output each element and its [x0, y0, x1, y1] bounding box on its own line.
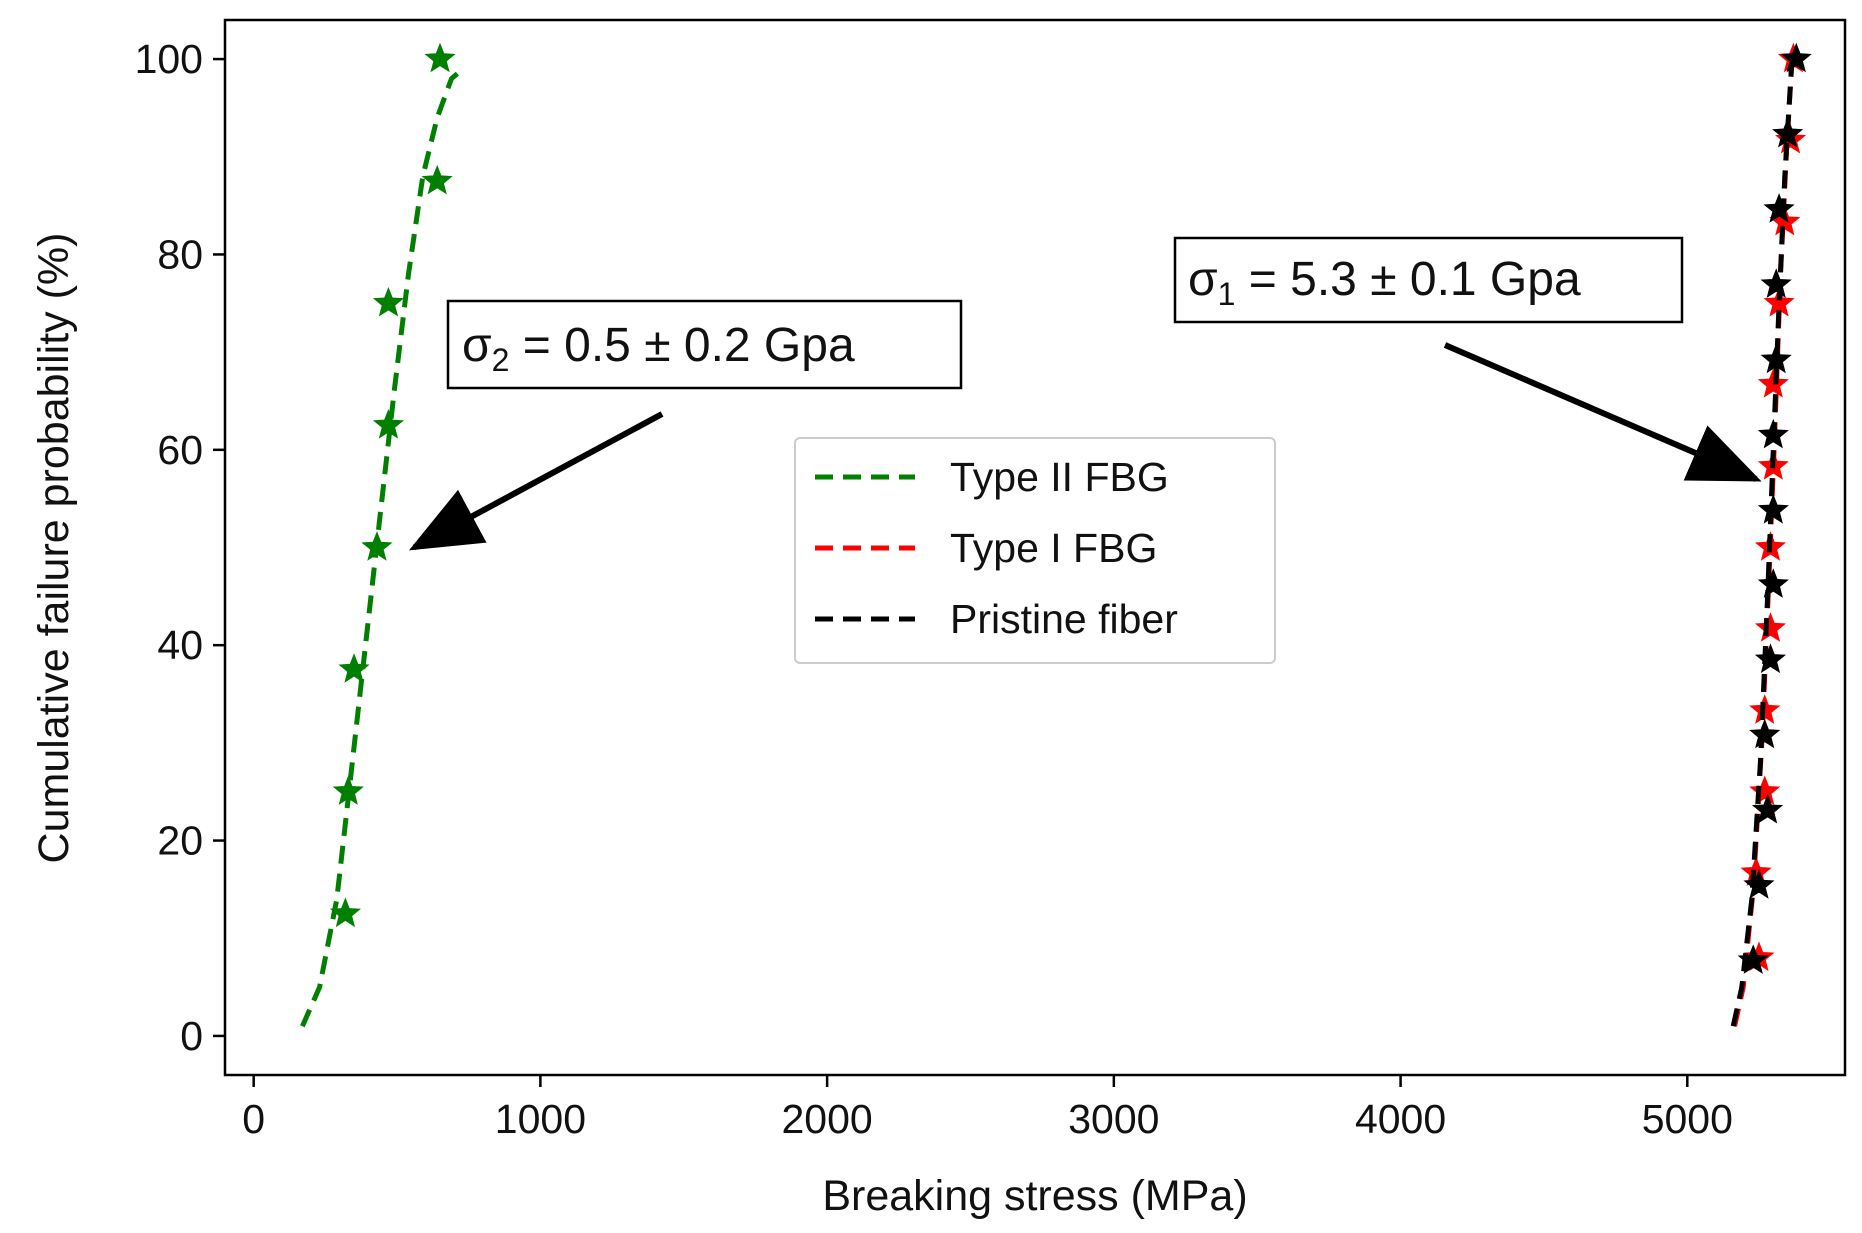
y-tick-label: 80 [157, 231, 203, 277]
y-tick-label: 100 [135, 36, 203, 82]
x-tick-label: 2000 [782, 1096, 873, 1142]
data-point-type-ii-fbg [424, 42, 456, 73]
data-point-pristine-fiber [1760, 343, 1792, 374]
legend-label-type-ii: Type II FBG [950, 454, 1169, 500]
data-point-type-ii-fbg [361, 531, 393, 561]
annotation-sigma1-text: σ1 = 5.3 ± 0.1 Gpa [1188, 253, 1581, 312]
data-point-pristine-fiber [1754, 643, 1787, 674]
annotation-sigma2: σ2 = 0.5 ± 0.2 Gpa [408, 299, 963, 551]
data-point-type-i-fbg [1757, 368, 1789, 398]
x-axis: 0 1000 2000 3000 4000 5000 [242, 1075, 1733, 1142]
x-tick-label: 0 [242, 1096, 265, 1142]
data-point-type-ii-fbg [329, 897, 362, 928]
data-point-type-ii-fbg [421, 164, 453, 195]
legend-label-pristine: Pristine fiber [950, 596, 1178, 642]
data-point-pristine-fiber [1751, 793, 1784, 824]
annotation-sigma1-box [1173, 236, 1684, 324]
series-pristine-fiber [1730, 42, 1812, 1027]
data-point-pristine-fiber [1757, 568, 1789, 598]
legend: Type II FBG Type I FBG Pristine fiber [794, 437, 1276, 664]
plot-area [223, 18, 1847, 1077]
series-layer [300, 42, 1812, 1028]
data-point-pristine-fiber [1749, 718, 1781, 749]
data-point-type-ii-fbg [332, 775, 364, 805]
y-axis: 0 20 40 60 80 100 [135, 36, 225, 1059]
annotation-sigma2-text: σ2 = 0.5 ± 0.2 Gpa [462, 319, 855, 378]
data-point-pristine-fiber [1763, 193, 1795, 223]
annotation-sigma2-box [446, 299, 963, 390]
x-axis-label: Breaking stress (MPa) [822, 1172, 1247, 1220]
x-tick-label: 4000 [1355, 1096, 1446, 1142]
y-tick-label: 0 [180, 1013, 203, 1059]
x-tick-label: 1000 [495, 1096, 586, 1142]
y-tick-label: 20 [157, 818, 203, 864]
data-point-pristine-fiber [1757, 418, 1789, 449]
data-point-pristine-fiber [1737, 944, 1769, 974]
y-tick-label: 40 [157, 622, 203, 668]
data-point-type-ii-fbg [338, 653, 370, 683]
legend-frame [794, 437, 1276, 664]
data-point-type-i-fbg [1754, 612, 1786, 642]
x-tick-label: 5000 [1642, 1096, 1733, 1142]
data-point-type-ii-fbg [372, 409, 404, 439]
data-point-pristine-fiber [1757, 494, 1789, 524]
data-point-pristine-fiber [1780, 42, 1812, 73]
legend-label-type-i: Type I FBG [950, 525, 1157, 571]
series-type-ii-fbg [300, 42, 465, 1028]
y-tick-label: 60 [157, 427, 203, 473]
data-point-type-i-fbg [1763, 286, 1795, 317]
data-point-pristine-fiber [1743, 869, 1775, 899]
annotation-sigma2-arrow [408, 411, 664, 551]
data-point-pristine-fiber [1760, 268, 1792, 299]
data-point-type-ii-fbg [372, 286, 404, 317]
annotation-sigma1: σ1 = 5.3 ± 0.1 Gpa [1173, 236, 1762, 482]
data-point-pristine-fiber [1772, 117, 1804, 148]
data-point-type-i-fbg [1749, 775, 1781, 805]
y-axis-label: Cumulative failure probability (%) [30, 233, 78, 864]
fit-line-type-ii-fbg [300, 66, 465, 1028]
annotation-sigma1-arrow [1443, 342, 1762, 482]
x-tick-label: 3000 [1068, 1096, 1159, 1142]
